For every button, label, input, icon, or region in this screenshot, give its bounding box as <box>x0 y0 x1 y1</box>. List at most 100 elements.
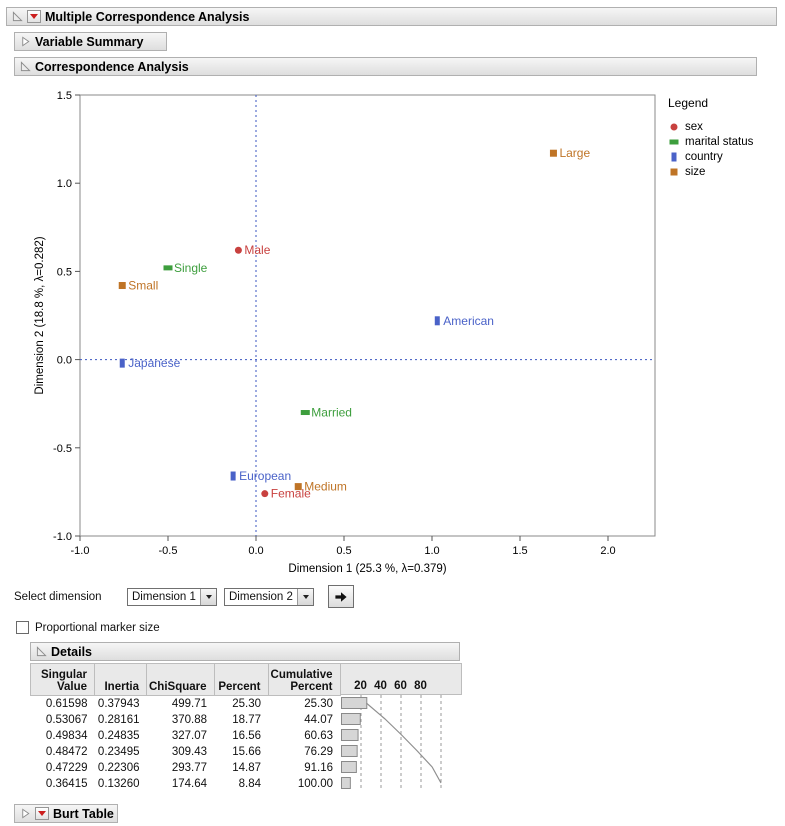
disclosure-expanded-icon[interactable] <box>36 646 47 657</box>
marker-japanese[interactable] <box>119 358 125 368</box>
disclosure-expanded-icon[interactable] <box>20 61 31 72</box>
details-cell: 60.63 <box>304 729 334 742</box>
svg-text:-1.0: -1.0 <box>71 545 90 557</box>
main-title: Multiple Correspondence Analysis <box>45 9 250 24</box>
x-axis-label: Dimension 1 (25.3 %, λ=0.379) <box>288 563 446 575</box>
marker-european[interactable] <box>230 471 236 481</box>
svg-text:1.5: 1.5 <box>512 545 527 557</box>
disclosure-collapsed-icon[interactable] <box>20 808 31 819</box>
red-triangle-menu-button[interactable] <box>35 807 49 820</box>
legend-entry-marital-status[interactable]: marital status <box>668 134 780 149</box>
correspondence-scatter-plot[interactable]: -1.0 -0.5 0.0 0.5 1.0 1.5 2.0 1.5 1.0 0.5 0.0 -0.5 -… <box>30 88 680 580</box>
disclosure-expanded-icon[interactable] <box>12 11 23 22</box>
point-label-medium: Medium <box>304 480 347 494</box>
svg-text:1.0: 1.0 <box>424 545 439 557</box>
details-cell: 25.30 <box>304 697 334 710</box>
legend-marker-icon <box>671 152 677 161</box>
details-cell: 0.24835 <box>97 729 140 742</box>
details-row: 0.36415 0.13260 174.64 8.84 100.00 <box>31 776 341 792</box>
details-row: 0.49834 0.24835 327.07 16.56 60.63 <box>31 728 341 744</box>
dropdown-chevron-icon[interactable] <box>297 589 313 605</box>
disclosure-collapsed-icon[interactable] <box>20 36 31 47</box>
svg-text:-1.0: -1.0 <box>53 531 72 543</box>
percent-bar <box>340 729 359 741</box>
outline-header-variable-summary[interactable]: Variable Summary <box>14 32 167 51</box>
details-cell: 370.88 <box>171 713 208 726</box>
legend-entry-country[interactable]: country <box>668 149 780 164</box>
outline-header-burt-table[interactable]: Burt Table <box>14 804 118 823</box>
details-cell: 0.13260 <box>97 777 140 790</box>
marker-small[interactable] <box>118 282 126 290</box>
dimension-1-value: Dimension 1 <box>132 591 196 603</box>
details-cell: 0.49834 <box>45 729 88 742</box>
bar-chart-scale-header: 20 40 60 80 <box>340 663 462 695</box>
dimension-2-dropdown[interactable]: Dimension 2 <box>224 588 314 606</box>
details-cell: 0.23495 <box>97 745 140 758</box>
details-row: 0.53067 0.28161 370.88 18.77 44.07 <box>31 712 341 728</box>
details-cell: 0.48472 <box>45 745 88 758</box>
percent-bar <box>340 761 357 773</box>
details-table: Singular Value Inertia ChiSquare Percent Cum… <box>30 663 341 792</box>
details-title: Details <box>51 644 92 659</box>
outline-header-main[interactable]: Multiple Correspondence Analysis <box>6 7 777 26</box>
scale-tick-label: 60 <box>394 680 407 692</box>
svg-text:0.5: 0.5 <box>336 545 351 557</box>
proportional-marker-label: Proportional marker size <box>35 621 160 634</box>
point-label-american: American <box>443 314 494 328</box>
marker-female[interactable] <box>261 490 269 498</box>
details-column-header: Inertia <box>94 663 147 696</box>
dimension-controls: Select dimension Dimension 1 Dimension 2 <box>14 585 384 611</box>
dimension-1-dropdown[interactable]: Dimension 1 <box>127 588 217 606</box>
details-cell: 0.61598 <box>45 697 88 710</box>
details-cell: 14.87 <box>232 761 262 774</box>
point-label-japanese: Japanese <box>128 356 180 370</box>
burt-table-title: Burt Table <box>53 806 114 821</box>
details-cell: 0.28161 <box>97 713 140 726</box>
legend-entry-sex[interactable]: sex <box>668 119 780 134</box>
apply-dimensions-button[interactable] <box>328 585 354 608</box>
marker-american[interactable] <box>434 316 440 326</box>
marker-medium[interactable] <box>294 483 302 491</box>
cumulative-percent-curve <box>365 702 442 784</box>
select-dimension-label: Select dimension <box>14 591 102 603</box>
details-cell: 18.77 <box>232 713 262 726</box>
legend-entry-label: marital status <box>685 135 754 148</box>
variable-summary-title: Variable Summary <box>35 34 144 49</box>
details-cell: 0.53067 <box>45 713 88 726</box>
scale-tick-label: 80 <box>414 680 427 692</box>
details-cell: 16.56 <box>232 729 262 742</box>
outline-header-details[interactable]: Details <box>30 642 460 661</box>
svg-text:0.0: 0.0 <box>248 545 263 557</box>
svg-text:0.0: 0.0 <box>57 355 72 367</box>
details-cell: 76.29 <box>304 745 334 758</box>
marker-single[interactable] <box>163 265 173 271</box>
svg-text:-0.5: -0.5 <box>53 443 72 455</box>
svg-text:0.5: 0.5 <box>57 266 72 278</box>
percent-bar <box>340 697 367 709</box>
details-cell: 0.47229 <box>45 761 88 774</box>
point-label-female: Female <box>271 487 311 501</box>
proportional-marker-checkbox[interactable] <box>16 621 29 634</box>
details-cell: 309.43 <box>171 745 208 758</box>
details-column-header: Singular Value <box>30 663 95 696</box>
legend-entry-label: sex <box>685 120 703 133</box>
legend-title: Legend <box>668 96 709 110</box>
marker-married[interactable] <box>300 410 310 416</box>
legend-entry-size[interactable]: size <box>668 164 780 179</box>
details-column-header: Percent <box>213 663 269 696</box>
details-cell: 327.07 <box>171 729 208 742</box>
plot-frame <box>79 94 656 537</box>
outline-header-correspondence-analysis[interactable]: Correspondence Analysis <box>14 57 757 76</box>
marker-large[interactable] <box>549 149 557 157</box>
red-triangle-menu-button[interactable] <box>27 10 41 23</box>
svg-text:1.5: 1.5 <box>57 90 72 102</box>
details-cell: 100.00 <box>297 777 334 790</box>
dimension-2-value: Dimension 2 <box>229 591 293 603</box>
plot-legend: Legend sex marital status country size <box>668 96 780 179</box>
marker-male[interactable] <box>234 246 242 254</box>
dropdown-chevron-icon[interactable] <box>200 589 216 605</box>
details-table-container: Singular Value Inertia ChiSquare Percent Cum… <box>30 663 462 792</box>
details-cell: 499.71 <box>171 697 208 710</box>
details-cell: 174.64 <box>171 777 208 790</box>
